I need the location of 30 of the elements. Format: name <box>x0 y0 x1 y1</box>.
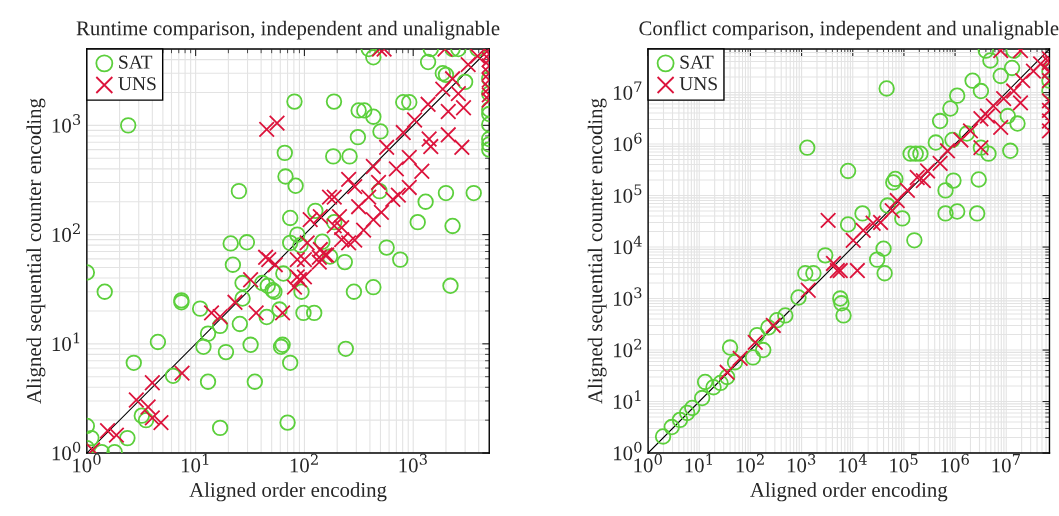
x-tick-label: 10$^{5}$ <box>890 454 918 473</box>
legend-label: SAT <box>119 55 153 69</box>
x-tick-label: 10$^{6}$ <box>941 453 969 473</box>
y-tick-label: 10$^{5}$ <box>614 184 642 203</box>
legend-label: UNS <box>679 77 717 91</box>
x-tick-label: 10$^{1}$ <box>685 453 712 473</box>
y-axis-title: Aligned sequential counter encoding <box>26 98 46 404</box>
x-tick-label: 10$^{4}$ <box>839 453 867 473</box>
legend-label: SAT <box>680 55 714 69</box>
y-tick-label: 10$^{2}$ <box>52 223 80 242</box>
x-axis-title: Aligned order encoding <box>750 482 948 502</box>
x-tick-label: 10$^{3}$ <box>787 453 816 473</box>
y-tick-label: 10$^{1}$ <box>614 390 641 409</box>
x-tick-label: 10$^{1}$ <box>181 453 209 473</box>
y-axis-title: Aligned sequential counter encoding <box>587 98 607 404</box>
y-tick-label: 10$^{6}$ <box>614 132 642 152</box>
x-tick-label: 10$^{2}$ <box>736 453 764 473</box>
y-tick-label: 10$^{2}$ <box>614 338 642 358</box>
y-tick-label: 10$^{4}$ <box>614 235 642 255</box>
y-tick-label: 10$^{3}$ <box>52 114 81 133</box>
y-tick-label: 10$^{1}$ <box>52 332 80 352</box>
x-tick-label: 10$^{3}$ <box>399 453 427 473</box>
x-axis-title: Aligned order encoding <box>189 482 387 502</box>
chart-title: Conflict comparison, independent and unalignable <box>639 20 1059 40</box>
x-tick-label: 10$^{2}$ <box>290 453 318 473</box>
y-tick-label: 10$^{3}$ <box>614 287 642 306</box>
legend-label: UNS <box>118 77 156 91</box>
x-tick-label: 10$^{7}$ <box>992 454 1020 473</box>
y-tick-label: 10$^{7}$ <box>614 81 642 100</box>
chart-title: Runtime comparison, independent and unalignable <box>76 20 500 40</box>
